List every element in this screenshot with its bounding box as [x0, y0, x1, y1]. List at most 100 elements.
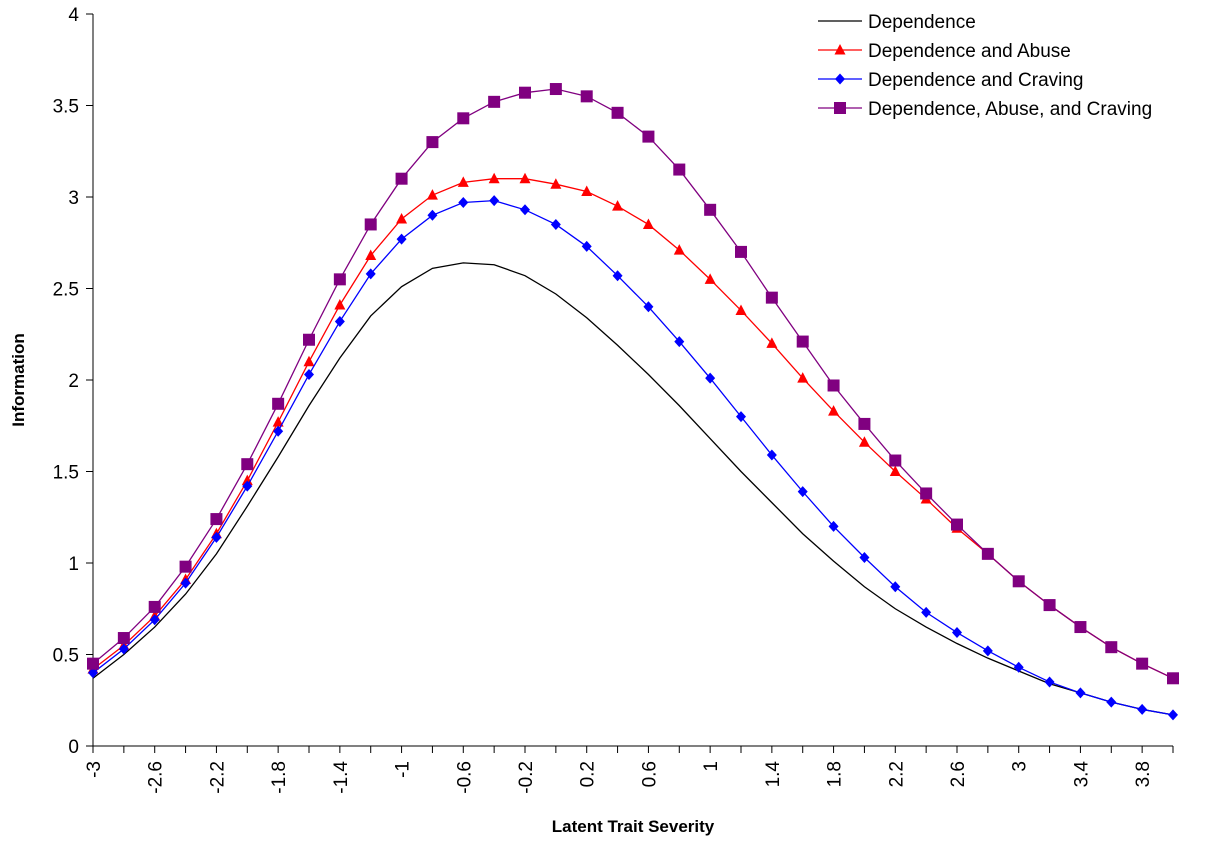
data-point	[396, 212, 408, 224]
data-point	[580, 90, 593, 103]
series-line	[92, 200, 1174, 716]
data-point	[118, 643, 129, 655]
data-point	[242, 480, 253, 492]
x-tick-label: 2.6	[948, 761, 969, 787]
data-point	[273, 425, 284, 437]
data-point	[180, 577, 191, 589]
x-tick-label: 3	[1010, 761, 1031, 772]
data-point	[117, 632, 130, 645]
data-point	[303, 355, 315, 367]
data-point	[1167, 672, 1179, 685]
data-point	[365, 268, 376, 280]
data-point	[334, 315, 345, 327]
x-tick-label: 3.8	[1133, 761, 1154, 787]
data-point	[488, 95, 501, 108]
data-point	[334, 298, 346, 310]
data-point	[951, 518, 963, 531]
data-point	[1106, 696, 1117, 708]
y-tick-label: 4	[68, 5, 79, 26]
y-tick-label: 0.5	[53, 646, 79, 667]
data-point	[426, 136, 439, 149]
series-4	[87, 83, 1179, 685]
legend-label: Dependence and Abuse	[868, 41, 1071, 62]
y-tick-label: 3.5	[53, 97, 79, 118]
y-tick-label: 2	[68, 371, 79, 392]
data-point	[705, 372, 716, 384]
x-tick-label: -0.2	[516, 761, 537, 794]
data-point	[920, 487, 933, 500]
data-point	[457, 112, 470, 125]
y-tick-label: 1	[68, 554, 79, 575]
data-point	[674, 336, 685, 348]
data-point	[1137, 703, 1148, 715]
legend: Dependence Dependence and Abuse Dependence…	[818, 12, 1152, 120]
y-tick-label: 0	[68, 737, 79, 758]
x-tick-label: -3	[84, 761, 105, 778]
data-point	[858, 417, 871, 430]
data-point	[889, 454, 902, 467]
data-point	[1075, 687, 1086, 699]
data-point	[1044, 676, 1055, 688]
data-point	[765, 291, 778, 304]
x-axis-title: Latent Trait Severity	[552, 817, 715, 836]
data-point	[828, 405, 840, 416]
legend-entry: Dependence and Abuse	[818, 41, 1071, 62]
legend-entry: Dependence	[818, 12, 976, 33]
data-point	[642, 218, 654, 229]
series-line	[92, 88, 1174, 679]
y-tick-label: 3	[68, 188, 79, 209]
data-point	[365, 249, 377, 261]
data-point	[827, 379, 840, 392]
data-point	[952, 627, 962, 639]
data-point	[520, 204, 530, 216]
y-tick-label: 2.5	[53, 280, 79, 301]
series-line	[92, 178, 1174, 679]
data-point	[735, 304, 747, 315]
series-line	[92, 262, 1174, 716]
x-tick-label: 3.4	[1071, 761, 1092, 788]
data-point	[796, 335, 809, 348]
data-point	[272, 397, 285, 410]
data-point	[858, 436, 870, 447]
data-point	[304, 369, 314, 381]
data-point	[612, 200, 624, 211]
data-point	[797, 486, 808, 498]
x-tick-label: -0.6	[454, 761, 475, 794]
data-point	[1105, 641, 1118, 654]
x-tick-label: 0.2	[578, 761, 599, 787]
data-point	[704, 273, 716, 284]
data-point	[149, 614, 160, 626]
data-point	[890, 581, 901, 593]
y-tick-label: 1.5	[53, 463, 79, 484]
legend-label: Dependence, Abuse, and Craving	[868, 99, 1152, 120]
data-point	[427, 209, 438, 221]
series-1	[92, 262, 1174, 716]
data-point	[457, 176, 469, 187]
data-point	[87, 657, 99, 670]
data-point	[1136, 657, 1149, 670]
data-point	[519, 86, 531, 99]
data-point	[458, 196, 469, 208]
data-point	[210, 513, 223, 526]
data-point	[549, 83, 562, 96]
data-point	[982, 645, 993, 657]
data-point	[766, 449, 777, 461]
data-point	[704, 203, 717, 216]
series-layer	[87, 83, 1179, 721]
legend-marker	[834, 102, 846, 114]
x-tick-label: 1.8	[825, 761, 846, 787]
data-point	[612, 270, 623, 282]
data-point	[736, 411, 746, 423]
data-point	[673, 163, 686, 176]
x-tick-label: -1.8	[269, 761, 290, 794]
data-point	[333, 273, 346, 286]
x-tick-label: -2.2	[207, 761, 228, 794]
data-point	[489, 195, 500, 207]
data-point	[581, 240, 592, 252]
legend-label: Dependence	[868, 12, 976, 33]
data-point	[179, 560, 192, 573]
data-point	[395, 172, 408, 185]
x-tick-label: 1.4	[763, 761, 784, 788]
series-3	[88, 195, 1178, 721]
